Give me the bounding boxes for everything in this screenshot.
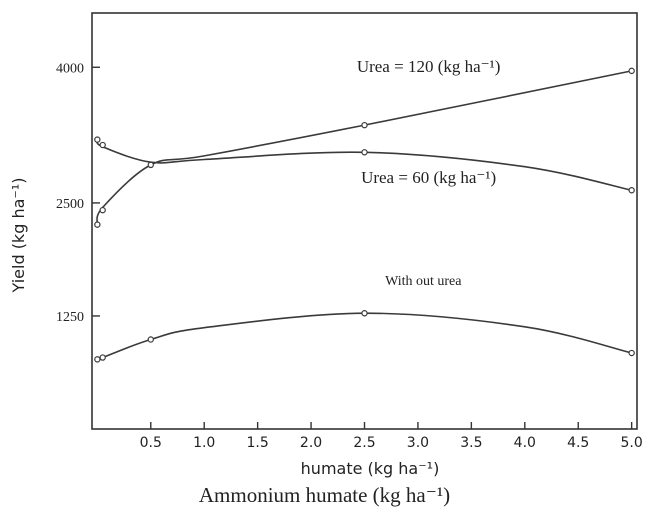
- data-point: [628, 187, 635, 194]
- data-point: [99, 354, 106, 361]
- series-line: [96, 70, 632, 225]
- label-urea-60: Urea = 60 (kg ha⁻¹): [361, 168, 496, 187]
- series-without-urea: [94, 310, 635, 363]
- x-tick-label: 0.5: [140, 435, 162, 451]
- series-labels: Urea = 120 (kg ha⁻¹) Urea = 60 (kg ha⁻¹) W…: [357, 57, 501, 289]
- series-urea-120: [94, 67, 635, 228]
- x-tick-label: 2.0: [300, 435, 322, 451]
- data-point: [147, 161, 154, 169]
- x-tick-label: 4.5: [567, 435, 589, 451]
- label-urea-120: Urea = 120 (kg ha⁻¹): [357, 57, 501, 76]
- x-tick-label: 1.5: [247, 435, 269, 451]
- data-point: [99, 141, 106, 149]
- x-tick-label: 4.0: [514, 435, 536, 451]
- x-tick-label: 5.0: [621, 435, 643, 451]
- y-axis-ticks: 1250 2500 4000: [56, 61, 100, 325]
- series-line: [96, 139, 632, 192]
- data-point: [361, 149, 368, 156]
- data-point: [361, 121, 368, 129]
- x-axis-label: humate (kg ha⁻¹): [301, 459, 440, 478]
- data-point: [94, 136, 101, 143]
- data-point: [361, 310, 368, 317]
- x-tick-label: 3.0: [407, 435, 429, 451]
- series-urea-60: [94, 136, 635, 194]
- y-tick-label: 2500: [56, 197, 84, 212]
- series-line: [96, 312, 632, 361]
- label-without-urea: With out urea: [385, 274, 462, 289]
- data-point: [628, 67, 635, 75]
- x-tick-label: 1.0: [193, 435, 215, 451]
- x-tick-label: 3.5: [460, 435, 482, 451]
- x-tick-label: 2.5: [353, 435, 375, 451]
- data-point: [94, 221, 101, 228]
- y-axis-label: Yield (kg ha⁻¹): [9, 178, 28, 294]
- series-layer: [94, 67, 635, 363]
- data-point: [94, 356, 101, 363]
- data-point: [99, 206, 106, 214]
- x-axis-ticks: 0.5 1.0 1.5 2.0 2.5 3.0 3.5 4.0 4.5 5.0: [140, 422, 643, 451]
- y-tick-label: 1250: [56, 310, 84, 325]
- footer-caption: Ammonium humate (kg ha⁻¹): [198, 483, 451, 507]
- data-point: [628, 349, 635, 357]
- data-point: [147, 336, 154, 343]
- y-tick-label: 4000: [56, 61, 84, 76]
